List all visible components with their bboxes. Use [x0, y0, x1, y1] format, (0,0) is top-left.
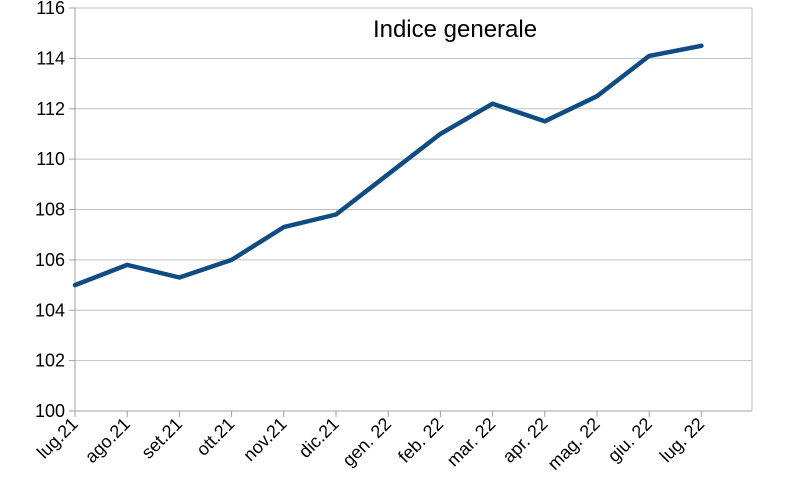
axes: [69, 7, 753, 417]
y-tick-label: 116: [36, 0, 65, 18]
y-tick-label: 100: [35, 401, 65, 421]
x-tick-label: dic.21: [295, 414, 343, 462]
data-point: [334, 212, 338, 217]
x-tick-label: ago.21: [81, 414, 134, 467]
x-tick-label: giu. 22: [604, 414, 656, 466]
data-point: [73, 283, 77, 288]
chart-title: Indice generale: [373, 16, 537, 43]
series-group: [72, 43, 704, 288]
data-point: [177, 275, 182, 280]
x-tick-label: nov.21: [239, 414, 290, 465]
y-tick-label: 114: [36, 48, 65, 68]
data-point: [490, 101, 495, 106]
data-point: [542, 119, 547, 124]
data-point: [699, 43, 704, 48]
x-tick-label: mar. 22: [443, 414, 500, 471]
data-point: [386, 172, 391, 177]
y-axis-tick-labels: 100 102 104 106 108 110 112 114 116: [35, 0, 65, 421]
data-point: [438, 131, 443, 136]
y-tick-label: 108: [35, 200, 65, 220]
x-tick-label: gen. 22: [338, 414, 395, 471]
data-point: [281, 225, 286, 230]
y-tick-label: 110: [36, 149, 65, 169]
x-tick-label: set.21: [137, 414, 186, 463]
y-tick-label: 102: [35, 351, 65, 371]
x-tick-label: lug.21: [33, 414, 82, 463]
data-point: [229, 257, 234, 262]
y-tick-label: 104: [35, 300, 65, 320]
y-tick-label: 106: [35, 250, 65, 270]
x-tick-label: mag. 22: [544, 414, 604, 474]
x-axis-tick-labels: lug.21 ago.21 set.21 ott.21 nov.21 dic.21gen.…: [33, 414, 708, 474]
data-point: [595, 94, 599, 99]
data-point: [647, 53, 652, 58]
x-tick-label: feb. 22: [394, 414, 447, 467]
x-tick-label: lug. 22: [656, 414, 708, 466]
data-point: [125, 262, 130, 267]
y-tick-label: 112: [36, 99, 65, 119]
x-tick-label: ott.21: [192, 414, 238, 460]
